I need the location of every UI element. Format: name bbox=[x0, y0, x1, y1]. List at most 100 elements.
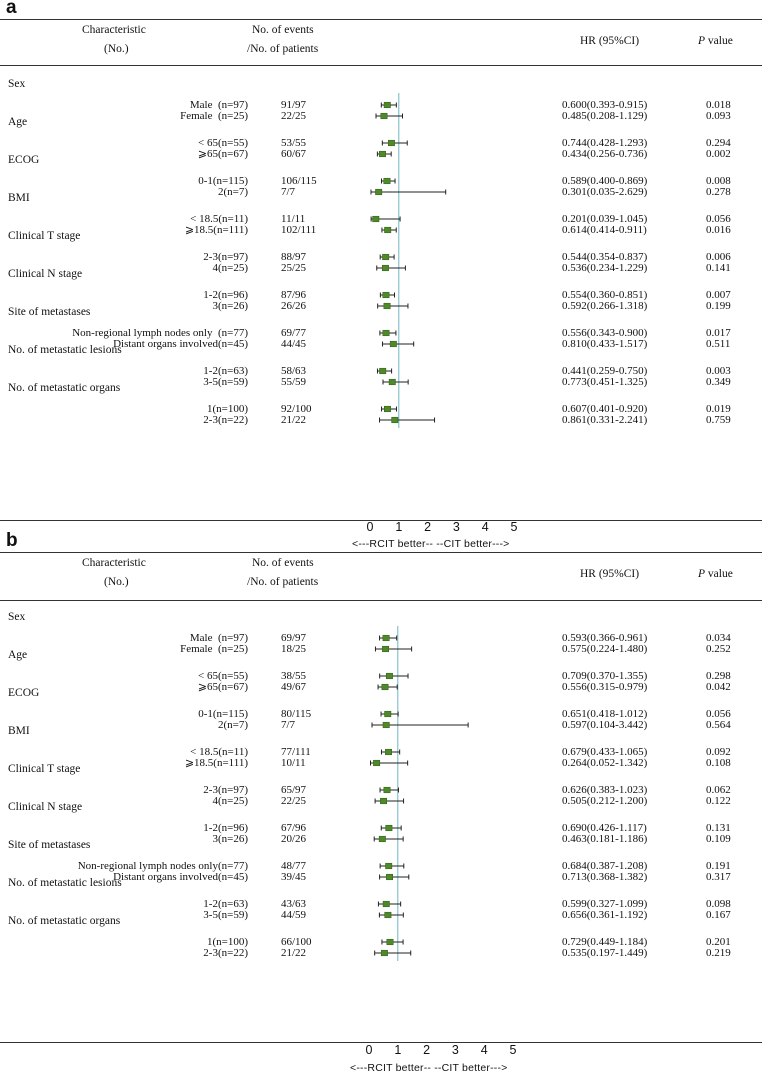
panel-label: a bbox=[6, 0, 17, 18]
hr-ci-value: 0.651(0.418-1.012) bbox=[562, 708, 648, 720]
header-hr: HR (95%CI) bbox=[580, 568, 640, 580]
hr-point bbox=[379, 367, 387, 375]
p-value: 0.191 bbox=[706, 860, 731, 872]
hr-ci-value: 0.684(0.387-1.208) bbox=[562, 860, 648, 872]
hr-point bbox=[384, 911, 392, 919]
p-value: 0.056 bbox=[706, 708, 731, 720]
section-title: Clinical T stage bbox=[8, 230, 81, 242]
p-value: 0.018 bbox=[706, 99, 731, 111]
section-title: Clinical T stage bbox=[8, 763, 81, 775]
section-title: Sex bbox=[8, 611, 26, 623]
x-tick-label: 3 bbox=[453, 520, 460, 534]
hr-ci-value: 0.593(0.366-0.961) bbox=[562, 632, 648, 644]
table-row: Female (n=25) 18/25 0.575(0.224-1.480) 0.25… bbox=[0, 643, 762, 656]
events-value: 11/11 bbox=[281, 213, 306, 225]
events-value: 58/63 bbox=[281, 365, 307, 377]
events-value: 60/67 bbox=[281, 148, 307, 160]
header-p-value: P value bbox=[698, 568, 733, 580]
hr-ci-value: 0.861(0.331-2.241) bbox=[562, 414, 648, 426]
table-row: Distant organs involved(n=45) 44/45 0.810(… bbox=[0, 338, 762, 351]
subgroup-label: 1-2(n=96) bbox=[203, 822, 248, 834]
hr-point bbox=[378, 835, 386, 843]
p-value: 0.007 bbox=[706, 289, 731, 301]
events-value: 80/115 bbox=[281, 708, 312, 720]
subgroup-label: Female (n=25) bbox=[180, 643, 248, 655]
hr-ci-value: 0.773(0.451-1.325) bbox=[562, 376, 648, 388]
hr-ci-value: 0.614(0.414-0.911) bbox=[562, 224, 647, 236]
events-value: 65/97 bbox=[281, 784, 307, 796]
hr-point bbox=[384, 710, 392, 718]
p-value: 0.317 bbox=[706, 871, 731, 883]
table-row: Distant organs involved(n=45) 39/45 0.713(… bbox=[0, 871, 762, 884]
subgroup-label: < 18.5(n=11) bbox=[190, 213, 248, 225]
hr-point bbox=[384, 226, 392, 234]
p-value: 0.034 bbox=[706, 632, 731, 644]
events-value: 87/96 bbox=[281, 289, 307, 301]
hr-ci-value: 0.544(0.354-0.837) bbox=[562, 251, 648, 263]
subgroup-label: 0-1(n=115) bbox=[198, 708, 248, 720]
hr-ci-value: 0.600(0.393-0.915) bbox=[562, 99, 648, 111]
header-p-value: P value bbox=[698, 35, 733, 47]
subgroup-label: 1-2(n=63) bbox=[203, 898, 248, 910]
events-value: 7/7 bbox=[281, 719, 296, 731]
table-row: Male (n=97) 91/97 0.600(0.393-0.915) 0.018 bbox=[0, 99, 762, 112]
table-rule-3 bbox=[0, 1042, 762, 1043]
p-value: 0.017 bbox=[706, 327, 731, 339]
table-row: Female (n=25) 22/25 0.485(0.208-1.129) 0.09… bbox=[0, 110, 762, 123]
x-tick-label: 5 bbox=[510, 1043, 517, 1057]
hr-ci-value: 0.679(0.433-1.065) bbox=[562, 746, 648, 758]
table-rule-2 bbox=[0, 65, 762, 66]
header-characteristic: Characteristic bbox=[82, 24, 146, 36]
hr-ci-value: 0.744(0.428-1.293) bbox=[562, 137, 648, 149]
hr-ci-value: 0.597(0.104-3.442) bbox=[562, 719, 648, 731]
hr-point bbox=[386, 873, 393, 881]
hr-ci-value: 0.599(0.327-1.099) bbox=[562, 898, 648, 910]
hr-ci-value: 0.810(0.433-1.517) bbox=[562, 338, 648, 350]
x-tick-label: 0 bbox=[367, 520, 374, 534]
section-title: No. of metastatic organs bbox=[8, 382, 121, 394]
events-value: 66/100 bbox=[281, 936, 312, 948]
hr-point bbox=[382, 634, 390, 642]
section-title: ECOG bbox=[8, 687, 40, 699]
hr-point bbox=[382, 253, 390, 261]
section-title: Site of metastases bbox=[8, 306, 91, 318]
table-row: ⩾65(n=67) 60/67 0.434(0.256-0.736) 0.002 bbox=[0, 148, 762, 161]
subgroup-label: 4(n=25) bbox=[212, 795, 248, 807]
header-events-sub: /No. of patients bbox=[247, 576, 319, 588]
x-tick-label: 5 bbox=[511, 520, 518, 534]
p-value: 0.252 bbox=[706, 643, 731, 655]
events-value: 25/25 bbox=[281, 262, 307, 274]
subgroup-label: 2(n=7) bbox=[217, 186, 248, 198]
table-row: 2-3(n=97) 88/97 0.544(0.354-0.837) 0.006 bbox=[0, 251, 762, 264]
p-value: 0.098 bbox=[706, 898, 731, 910]
p-value: 0.109 bbox=[706, 833, 731, 845]
table-row: 1-2(n=63) 43/63 0.599(0.327-1.099) 0.098 bbox=[0, 898, 762, 911]
hr-ci-value: 0.713(0.368-1.382) bbox=[562, 871, 648, 883]
hr-point bbox=[388, 378, 396, 386]
section-title: BMI bbox=[8, 725, 30, 737]
section-title: ECOG bbox=[8, 154, 40, 166]
events-value: 48/77 bbox=[281, 860, 307, 872]
events-value: 22/25 bbox=[281, 795, 307, 807]
hr-point bbox=[382, 900, 390, 908]
subgroup-label: 2-3(n=22) bbox=[203, 947, 248, 959]
subgroup-label: 2-3(n=22) bbox=[203, 414, 248, 426]
subgroup-label: 4(n=25) bbox=[212, 262, 248, 274]
hr-point bbox=[380, 797, 387, 805]
header-characteristic: Characteristic bbox=[82, 557, 146, 569]
table-row: < 18.5(n=11) 11/11 0.201(0.039-1.045) 0.056 bbox=[0, 213, 762, 226]
table-row: < 65(n=55) 38/55 0.709(0.370-1.355) 0.298 bbox=[0, 670, 762, 683]
subgroup-label: Female (n=25) bbox=[180, 110, 248, 122]
events-value: 44/45 bbox=[281, 338, 307, 350]
hr-point bbox=[391, 416, 399, 424]
table-row: 3(n=26) 20/26 0.463(0.181-1.186) 0.109 bbox=[0, 833, 762, 846]
x-tick-label: 2 bbox=[423, 1043, 430, 1057]
events-value: 102/111 bbox=[281, 224, 317, 236]
p-value: 0.093 bbox=[706, 110, 731, 122]
hr-ci-value: 0.434(0.256-0.736) bbox=[562, 148, 648, 160]
table-row: Non-regional lymph nodes only (n=77) 69/7… bbox=[0, 327, 762, 340]
hr-ci-value: 0.556(0.343-0.900) bbox=[562, 327, 648, 339]
hr-point bbox=[389, 340, 397, 348]
hr-point bbox=[372, 215, 380, 223]
table-row: 1(n=100) 92/100 0.607(0.401-0.920) 0.019 bbox=[0, 403, 762, 416]
